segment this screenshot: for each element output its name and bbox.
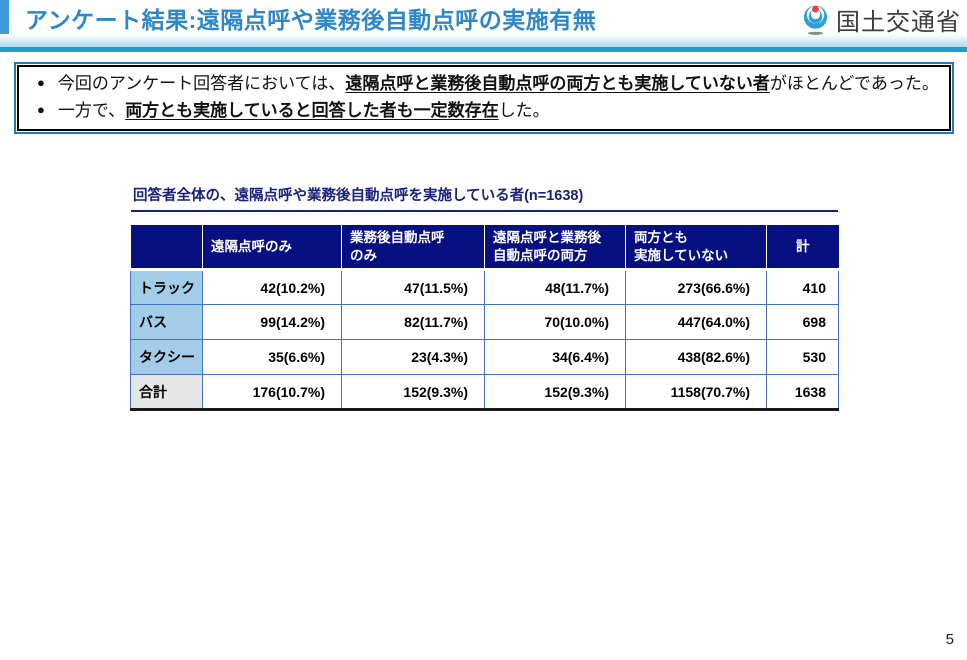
- table-caption-rule: [131, 210, 838, 212]
- row-label: タクシー: [130, 339, 203, 376]
- value-cell: 35(6.6%): [202, 339, 342, 376]
- table-row: 合計 176(10.7%) 152(9.3%) 152(9.3%) 1158(70.7%…: [130, 374, 839, 411]
- bullet-icon: ●: [37, 102, 45, 117]
- value-cell: 152(9.3%): [484, 374, 626, 411]
- summary-box-inner: ● 今回のアンケート回答者においては、遠隔点呼と業務後自動点呼の両方とも実施してい…: [17, 65, 951, 131]
- value-cell: 698: [766, 304, 839, 341]
- table-header-cell: 両方とも 実施していない: [625, 223, 767, 272]
- table-caption: 回答者全体の、遠隔点呼や業務後自動点呼を実施している者(n=1638): [133, 188, 584, 204]
- value-cell: 447(64.0%): [625, 304, 767, 341]
- summary-bullet: ● 今回のアンケート回答者においては、遠隔点呼と業務後自動点呼の両方とも実施してい…: [27, 70, 943, 97]
- table-corner-cell: [130, 223, 203, 272]
- value-cell: 273(66.6%): [625, 269, 767, 306]
- value-cell: 34(6.4%): [484, 339, 626, 376]
- table-row: バス 99(14.2%) 82(11.7%) 70(10.0%) 447(64.0%) 6…: [130, 304, 839, 341]
- value-cell: 438(82.6%): [625, 339, 767, 376]
- value-cell: 1158(70.7%): [625, 374, 767, 411]
- value-cell: 530: [766, 339, 839, 376]
- value-cell: 152(9.3%): [341, 374, 485, 411]
- value-cell: 99(14.2%): [202, 304, 342, 341]
- summary-box: ● 今回のアンケート回答者においては、遠隔点呼と業務後自動点呼の両方とも実施してい…: [14, 62, 954, 134]
- value-cell: 410: [766, 269, 839, 306]
- value-cell: 23(4.3%): [341, 339, 485, 376]
- summary-bullet: ● 一方で、両方とも実施していると回答した者も一定数存在した。: [27, 97, 943, 124]
- table-row: タクシー 35(6.6%) 23(4.3%) 34(6.4%) 438(82.6%) 53…: [130, 339, 839, 376]
- roll-call-survey-table: 遠隔点呼のみ 業務後自動点呼 のみ 遠隔点呼と業務後 自動点呼の両方 両方とも 実施し…: [130, 223, 839, 412]
- row-label: 合計: [130, 374, 203, 411]
- mlit-logo-text: 国土交通省: [836, 9, 961, 36]
- page-number: 5: [945, 631, 954, 648]
- table-row: トラック 42(10.2%) 47(11.5%) 48(11.7%) 273(66.6%…: [130, 269, 839, 306]
- row-label: バス: [130, 304, 203, 341]
- page-title: アンケート結果:遠隔点呼や業務後自動点呼の実施有無: [25, 7, 597, 33]
- table-header-cell: 業務後自動点呼 のみ: [341, 223, 485, 272]
- title-accent-bar: [0, 0, 9, 34]
- row-label: トラック: [130, 269, 203, 306]
- value-cell: 1638: [766, 374, 839, 411]
- value-cell: 70(10.0%): [484, 304, 626, 341]
- mlit-logo: 国土交通省: [800, 2, 961, 37]
- mlit-logo-icon: [803, 5, 828, 35]
- header-rule: [0, 47, 967, 52]
- value-cell: 82(11.7%): [341, 304, 485, 341]
- value-cell: 42(10.2%): [202, 269, 342, 306]
- summary-bullet-list: ● 今回のアンケート回答者においては、遠隔点呼と業務後自動点呼の両方とも実施してい…: [27, 70, 943, 124]
- value-cell: 48(11.7%): [484, 269, 626, 306]
- table-header-cell: 遠隔点呼と業務後 自動点呼の両方: [484, 223, 626, 272]
- value-cell: 176(10.7%): [202, 374, 342, 411]
- bullet-icon: ●: [37, 75, 45, 90]
- table-header-cell: 計: [766, 223, 839, 272]
- table-header-cell: 遠隔点呼のみ: [202, 223, 342, 272]
- header-gradient-band: [0, 34, 967, 47]
- value-cell: 47(11.5%): [341, 269, 485, 306]
